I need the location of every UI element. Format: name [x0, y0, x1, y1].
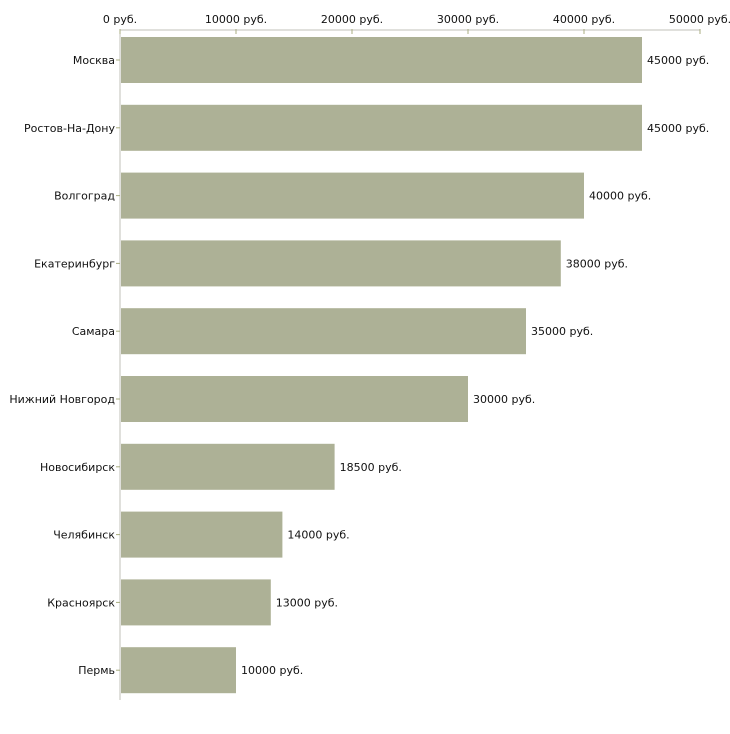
value-label: 13000 руб. [276, 596, 338, 609]
x-tick-label: 10000 руб. [205, 13, 267, 26]
category-label: Ростов-На-Дону [24, 122, 115, 135]
value-label: 38000 руб. [566, 257, 628, 270]
value-label: 10000 руб. [241, 664, 303, 677]
category-label: Новосибирск [40, 461, 115, 474]
bar [121, 104, 642, 151]
value-label: 30000 руб. [473, 393, 535, 406]
bar [121, 376, 468, 422]
bar [121, 443, 335, 490]
x-tick-label: 50000 руб. [669, 13, 730, 26]
bar [121, 240, 561, 287]
bar [121, 579, 271, 626]
bar [121, 37, 642, 83]
value-label: 35000 руб. [531, 325, 593, 338]
category-label: Волгоград [54, 190, 115, 203]
category-label: Самара [72, 325, 115, 338]
x-tick-label: 40000 руб. [553, 13, 615, 26]
value-label: 45000 руб. [647, 54, 709, 67]
value-label: 40000 руб. [589, 190, 651, 203]
bar [121, 511, 283, 558]
category-label: Нижний Новгород [9, 393, 115, 406]
x-tick-label: 0 руб. [103, 13, 137, 26]
value-label: 18500 руб. [340, 461, 402, 474]
bar [121, 647, 236, 694]
value-label: 14000 руб. [287, 529, 349, 542]
category-label: Красноярск [47, 596, 115, 609]
category-label: Пермь [78, 664, 115, 677]
category-label: Москва [73, 54, 115, 67]
x-tick-label: 30000 руб. [437, 13, 499, 26]
x-tick-label: 20000 руб. [321, 13, 383, 26]
value-label: 45000 руб. [647, 122, 709, 135]
category-label: Екатеринбург [34, 257, 115, 270]
bar [121, 308, 526, 355]
category-label: Челябинск [53, 529, 115, 542]
bar [121, 172, 584, 219]
